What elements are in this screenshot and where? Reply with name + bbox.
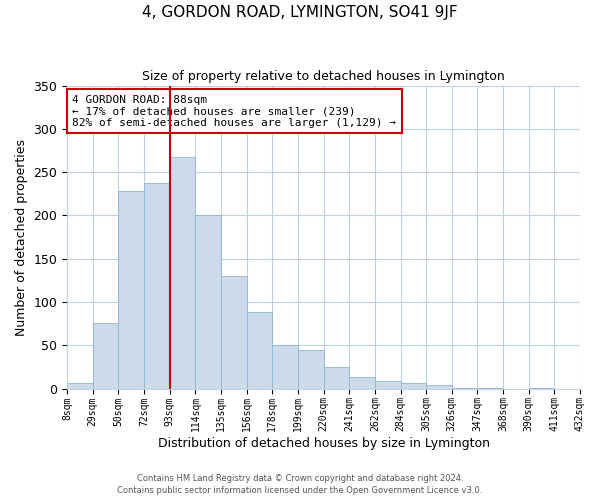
Bar [247,312,272,388]
X-axis label: Distribution of detached houses by size in Lymington: Distribution of detached houses by size … [158,437,490,450]
Title: Size of property relative to detached houses in Lymington: Size of property relative to detached ho… [142,70,505,83]
Bar [272,346,298,389]
Y-axis label: Number of detached properties: Number of detached properties [15,138,28,336]
Bar [221,276,247,388]
Bar [118,191,144,388]
Bar [93,323,118,388]
Bar [170,158,196,388]
Bar [298,350,323,389]
Bar [144,184,170,388]
Text: 4, GORDON ROAD, LYMINGTON, SO41 9JF: 4, GORDON ROAD, LYMINGTON, SO41 9JF [142,5,458,20]
Text: Contains HM Land Registry data © Crown copyright and database right 2024.
Contai: Contains HM Land Registry data © Crown c… [118,474,482,495]
Bar [375,381,401,388]
Text: 4 GORDON ROAD: 88sqm
← 17% of detached houses are smaller (239)
82% of semi-deta: 4 GORDON ROAD: 88sqm ← 17% of detached h… [72,94,396,128]
Bar [426,385,452,388]
Bar [349,378,375,388]
Bar [401,384,426,388]
Bar [196,216,221,388]
Bar [323,367,349,388]
Bar [67,384,93,388]
